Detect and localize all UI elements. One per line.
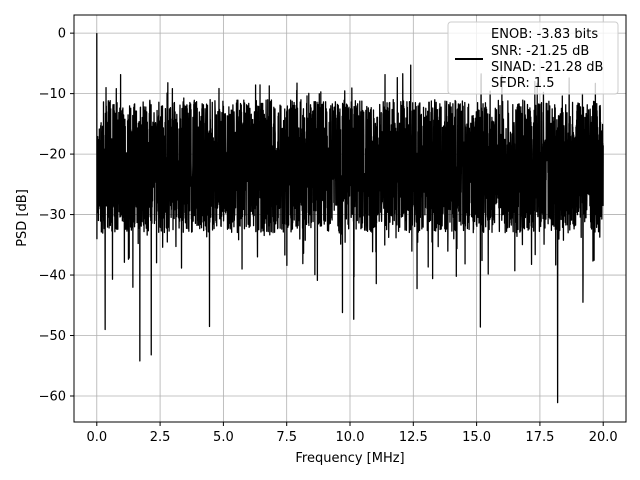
y-tick-label: −10 — [39, 87, 66, 102]
x-axis-label: Frequency [MHz] — [295, 451, 404, 466]
x-tick-label: 15.0 — [462, 430, 491, 445]
x-tick-label: 12.5 — [399, 430, 428, 445]
y-ticks: 0 −10 −20 −30 −40 −50 −60 — [39, 27, 74, 404]
y-tick-label: −60 — [39, 389, 66, 404]
legend: ENOB: -3.83 bits SNR: -21.25 dB SINAD: -… — [447, 21, 619, 95]
legend-entry-snr: SNR: -21.25 dB — [491, 44, 589, 59]
legend-entry-sinad: SINAD: -21.28 dB — [491, 60, 603, 75]
y-tick-label: 0 — [58, 27, 66, 42]
y-tick-label: −50 — [39, 329, 66, 344]
x-tick-label: 20.0 — [589, 430, 618, 445]
y-tick-label: −40 — [39, 269, 66, 284]
psd-line — [96, 33, 604, 404]
legend-entry-sfdr: SFDR: 1.5 — [491, 76, 555, 91]
x-tick-label: 2.5 — [150, 430, 171, 445]
y-axis-label: PSD [dB] — [15, 189, 30, 247]
series-layer — [96, 33, 604, 404]
legend-entry-enob: ENOB: -3.83 bits — [491, 27, 598, 42]
legend-box — [447, 21, 619, 95]
x-ticks: 0.0 2.5 5.0 7.5 10.0 12.5 15.0 17.5 20.0 — [86, 422, 618, 445]
x-tick-label: 7.5 — [276, 430, 297, 445]
x-tick-label: 10.0 — [336, 430, 365, 445]
x-tick-label: 0.0 — [86, 430, 107, 445]
y-tick-label: −30 — [39, 208, 66, 223]
x-tick-label: 5.0 — [213, 430, 234, 445]
x-tick-label: 17.5 — [525, 430, 554, 445]
y-tick-label: −20 — [39, 148, 66, 163]
